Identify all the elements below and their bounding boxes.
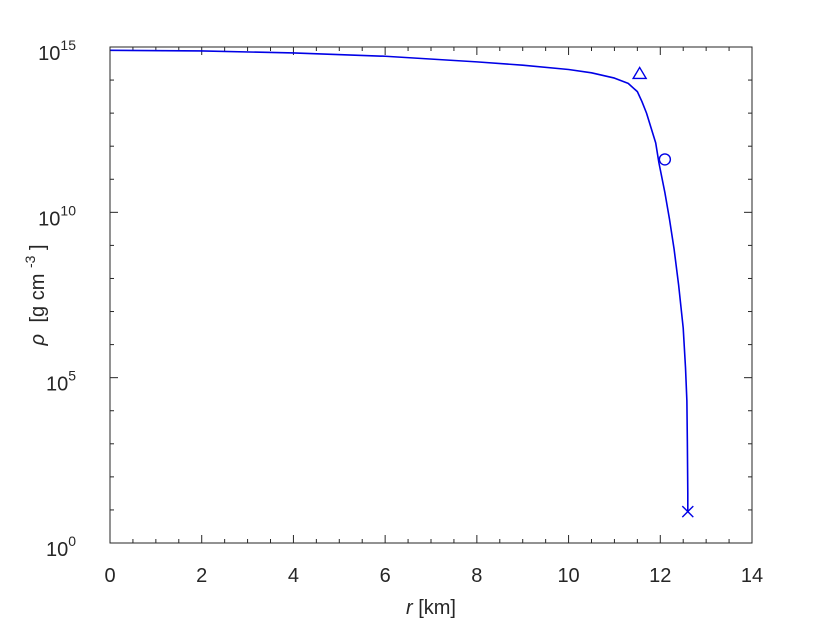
plot-frame — [109, 46, 753, 544]
y-tick-label: 100 — [46, 533, 76, 561]
plot-area — [110, 47, 752, 543]
y-tick-label: 1010 — [38, 202, 76, 230]
marker-layer — [631, 66, 694, 518]
x-tick-label: 10 — [557, 565, 579, 587]
y-tick-label: 105 — [46, 368, 76, 396]
y-axis-label: ρ [g cm -3 ] — [18, 244, 49, 346]
x-axis-label: r [km] — [406, 597, 456, 619]
y-tick-base: 10 — [46, 539, 68, 561]
y-tick-label: 1015 — [38, 37, 76, 65]
tick-marks — [109, 46, 753, 544]
y-tick-base: 10 — [46, 374, 68, 396]
y-tick-exponent: 15 — [60, 37, 76, 53]
x-tick-label: 0 — [104, 565, 115, 587]
cross-stroke — [681, 505, 694, 518]
x-axis-unit: [km] — [418, 597, 456, 619]
y-tick-exponent: 10 — [60, 202, 76, 218]
y-tick-base: 10 — [38, 208, 60, 230]
y-axis-unit-close: ] — [27, 244, 49, 250]
y-axis-unit-exponent: -3 — [22, 255, 38, 268]
y-tick-base: 10 — [38, 43, 60, 65]
y-tick-exponent: 0 — [68, 533, 76, 549]
x-tick-label: 8 — [471, 565, 482, 587]
x-tick-label: 2 — [196, 565, 207, 587]
density-line — [109, 49, 689, 512]
series-layer — [109, 49, 689, 512]
x-tick-labels: 0 2 4 6 8 10 12 14 — [104, 565, 763, 587]
cross-marker — [681, 505, 694, 518]
x-tick-label: 14 — [741, 565, 763, 587]
x-axis-variable: r — [406, 597, 414, 619]
triangle-marker — [631, 66, 648, 80]
x-tick-label: 6 — [380, 565, 391, 587]
y-tick-exponent: 5 — [68, 368, 76, 384]
circle-marker — [658, 153, 672, 166]
x-tick-label: 12 — [649, 565, 671, 587]
x-tick-label: 4 — [288, 565, 299, 587]
y-axis-unit: [g cm — [27, 274, 49, 323]
y-axis-variable: ρ — [27, 334, 49, 346]
